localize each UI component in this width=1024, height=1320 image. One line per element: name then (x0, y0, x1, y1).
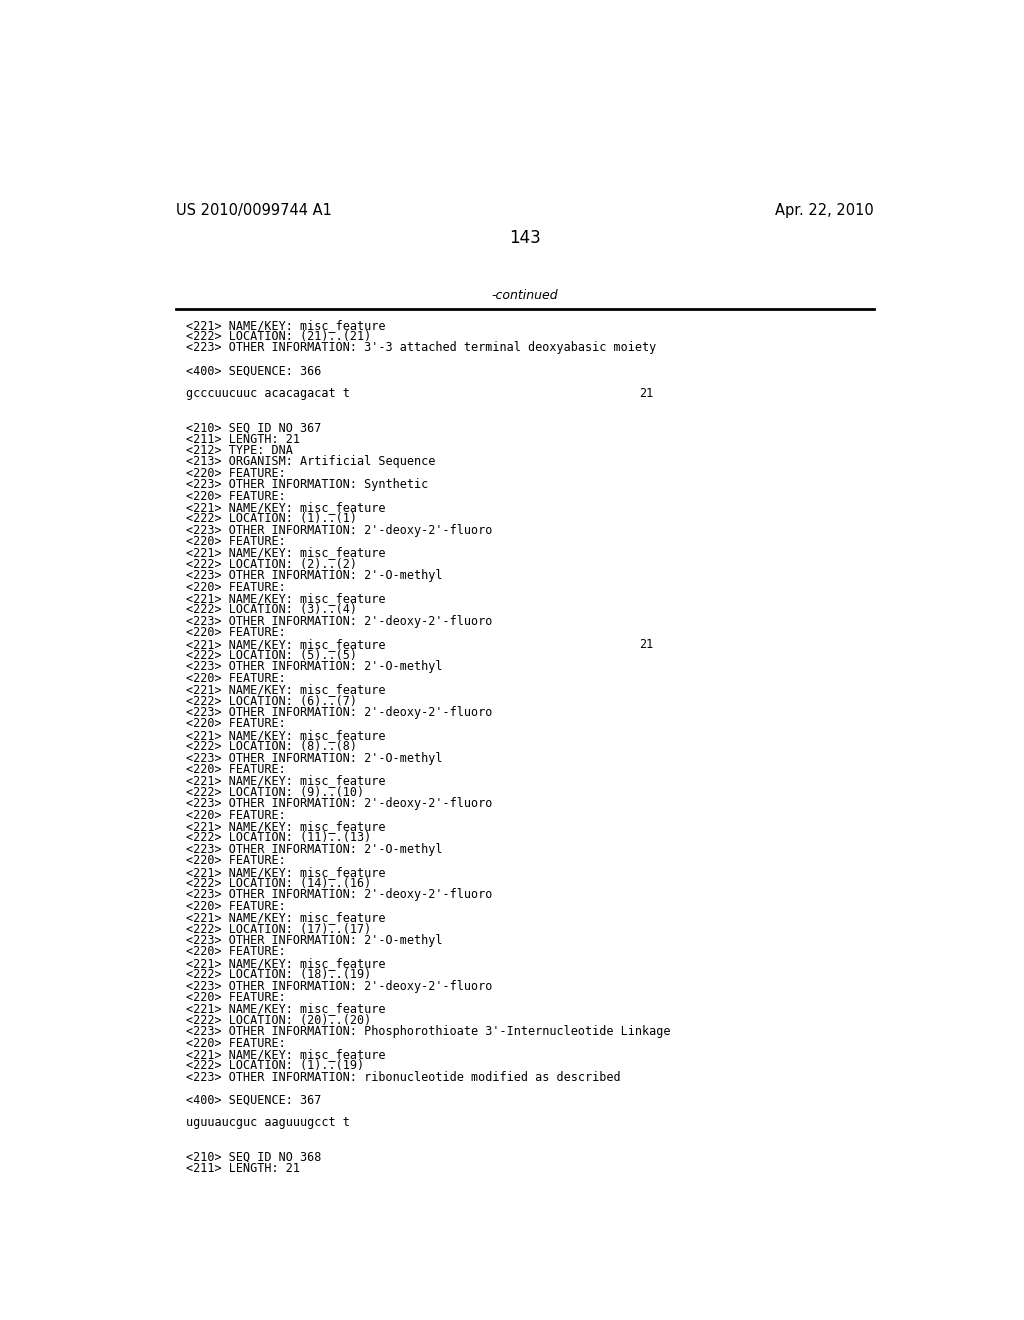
Text: <222> LOCATION: (5)..(5): <222> LOCATION: (5)..(5) (186, 649, 357, 663)
Text: <221> NAME/KEY: misc_feature: <221> NAME/KEY: misc_feature (186, 957, 386, 970)
Text: <220> FEATURE:: <220> FEATURE: (186, 672, 286, 685)
Text: <222> LOCATION: (1)..(19): <222> LOCATION: (1)..(19) (186, 1059, 365, 1072)
Text: <222> LOCATION: (1)..(1): <222> LOCATION: (1)..(1) (186, 512, 357, 525)
Text: <221> NAME/KEY: misc_feature: <221> NAME/KEY: misc_feature (186, 775, 386, 788)
Text: <400> SEQUENCE: 366: <400> SEQUENCE: 366 (186, 364, 322, 378)
Text: <210> SEQ ID NO 367: <210> SEQ ID NO 367 (186, 421, 322, 434)
Text: <222> LOCATION: (6)..(7): <222> LOCATION: (6)..(7) (186, 694, 357, 708)
Text: <211> LENGTH: 21: <211> LENGTH: 21 (186, 433, 300, 446)
Text: <220> FEATURE:: <220> FEATURE: (186, 718, 286, 730)
Text: <223> OTHER INFORMATION: 3'-3 attached terminal deoxyabasic moiety: <223> OTHER INFORMATION: 3'-3 attached t… (186, 342, 656, 354)
Text: <222> LOCATION: (11)..(13): <222> LOCATION: (11)..(13) (186, 832, 372, 845)
Text: <222> LOCATION: (8)..(8): <222> LOCATION: (8)..(8) (186, 741, 357, 754)
Text: <221> NAME/KEY: misc_feature: <221> NAME/KEY: misc_feature (186, 866, 386, 879)
Text: <223> OTHER INFORMATION: 2'-O-methyl: <223> OTHER INFORMATION: 2'-O-methyl (186, 751, 442, 764)
Text: <223> OTHER INFORMATION: 2'-O-methyl: <223> OTHER INFORMATION: 2'-O-methyl (186, 660, 442, 673)
Text: <222> LOCATION: (17)..(17): <222> LOCATION: (17)..(17) (186, 923, 372, 936)
Text: <221> NAME/KEY: misc_feature: <221> NAME/KEY: misc_feature (186, 500, 386, 513)
Text: <221> NAME/KEY: misc_feature: <221> NAME/KEY: misc_feature (186, 684, 386, 696)
Text: <212> TYPE: DNA: <212> TYPE: DNA (186, 444, 293, 457)
Text: <223> OTHER INFORMATION: Synthetic: <223> OTHER INFORMATION: Synthetic (186, 478, 428, 491)
Text: <220> FEATURE:: <220> FEATURE: (186, 945, 286, 958)
Text: <221> NAME/KEY: misc_feature: <221> NAME/KEY: misc_feature (186, 638, 386, 651)
Text: <222> LOCATION: (2)..(2): <222> LOCATION: (2)..(2) (186, 558, 357, 570)
Text: <220> FEATURE:: <220> FEATURE: (186, 581, 286, 594)
Text: <223> OTHER INFORMATION: 2'-deoxy-2'-fluoro: <223> OTHER INFORMATION: 2'-deoxy-2'-flu… (186, 888, 493, 902)
Text: <221> NAME/KEY: misc_feature: <221> NAME/KEY: misc_feature (186, 1048, 386, 1061)
Text: <220> FEATURE:: <220> FEATURE: (186, 467, 286, 479)
Text: <220> FEATURE:: <220> FEATURE: (186, 763, 286, 776)
Text: <222> LOCATION: (20)..(20): <222> LOCATION: (20)..(20) (186, 1014, 372, 1027)
Text: <221> NAME/KEY: misc_feature: <221> NAME/KEY: misc_feature (186, 593, 386, 605)
Text: <220> FEATURE:: <220> FEATURE: (186, 900, 286, 912)
Text: <220> FEATURE:: <220> FEATURE: (186, 854, 286, 867)
Text: <223> OTHER INFORMATION: 2'-deoxy-2'-fluoro: <223> OTHER INFORMATION: 2'-deoxy-2'-flu… (186, 979, 493, 993)
Text: <210> SEQ ID NO 368: <210> SEQ ID NO 368 (186, 1151, 322, 1163)
Text: <220> FEATURE:: <220> FEATURE: (186, 535, 286, 548)
Text: <223> OTHER INFORMATION: 2'-O-methyl: <223> OTHER INFORMATION: 2'-O-methyl (186, 842, 442, 855)
Text: <213> ORGANISM: Artificial Sequence: <213> ORGANISM: Artificial Sequence (186, 455, 435, 469)
Text: <223> OTHER INFORMATION: 2'-deoxy-2'-fluoro: <223> OTHER INFORMATION: 2'-deoxy-2'-flu… (186, 797, 493, 810)
Text: <222> LOCATION: (14)..(16): <222> LOCATION: (14)..(16) (186, 876, 372, 890)
Text: <223> OTHER INFORMATION: 2'-O-methyl: <223> OTHER INFORMATION: 2'-O-methyl (186, 935, 442, 946)
Text: <221> NAME/KEY: misc_feature: <221> NAME/KEY: misc_feature (186, 911, 386, 924)
Text: <223> OTHER INFORMATION: 2'-deoxy-2'-fluoro: <223> OTHER INFORMATION: 2'-deoxy-2'-flu… (186, 524, 493, 537)
Text: <221> NAME/KEY: misc_feature: <221> NAME/KEY: misc_feature (186, 820, 386, 833)
Text: <222> LOCATION: (18)..(19): <222> LOCATION: (18)..(19) (186, 968, 372, 981)
Text: <221> NAME/KEY: misc_feature: <221> NAME/KEY: misc_feature (186, 1002, 386, 1015)
Text: 21: 21 (640, 387, 653, 400)
Text: <223> OTHER INFORMATION: Phosphorothioate 3'-Internucleotide Linkage: <223> OTHER INFORMATION: Phosphorothioat… (186, 1026, 671, 1038)
Text: US 2010/0099744 A1: US 2010/0099744 A1 (176, 203, 332, 218)
Text: <223> OTHER INFORMATION: ribonucleotide modified as described: <223> OTHER INFORMATION: ribonucleotide … (186, 1071, 621, 1084)
Text: <221> NAME/KEY: misc_feature: <221> NAME/KEY: misc_feature (186, 729, 386, 742)
Text: <211> LENGTH: 21: <211> LENGTH: 21 (186, 1162, 300, 1175)
Text: <221> NAME/KEY: misc_feature: <221> NAME/KEY: misc_feature (186, 318, 386, 331)
Text: <221> NAME/KEY: misc_feature: <221> NAME/KEY: misc_feature (186, 546, 386, 560)
Text: <400> SEQUENCE: 367: <400> SEQUENCE: 367 (186, 1093, 322, 1106)
Text: gcccuucuuc acacagacat t: gcccuucuuc acacagacat t (186, 387, 350, 400)
Text: <222> LOCATION: (21)..(21): <222> LOCATION: (21)..(21) (186, 330, 372, 343)
Text: 21: 21 (640, 638, 653, 651)
Text: -continued: -continued (492, 289, 558, 302)
Text: <223> OTHER INFORMATION: 2'-deoxy-2'-fluoro: <223> OTHER INFORMATION: 2'-deoxy-2'-flu… (186, 615, 493, 628)
Text: <220> FEATURE:: <220> FEATURE: (186, 1036, 286, 1049)
Text: uguuaucguc aaguuugcct t: uguuaucguc aaguuugcct t (186, 1117, 350, 1130)
Text: <220> FEATURE:: <220> FEATURE: (186, 991, 286, 1005)
Text: 143: 143 (509, 230, 541, 247)
Text: <223> OTHER INFORMATION: 2'-O-methyl: <223> OTHER INFORMATION: 2'-O-methyl (186, 569, 442, 582)
Text: <223> OTHER INFORMATION: 2'-deoxy-2'-fluoro: <223> OTHER INFORMATION: 2'-deoxy-2'-flu… (186, 706, 493, 719)
Text: <222> LOCATION: (9)..(10): <222> LOCATION: (9)..(10) (186, 785, 365, 799)
Text: Apr. 22, 2010: Apr. 22, 2010 (775, 203, 873, 218)
Text: <222> LOCATION: (3)..(4): <222> LOCATION: (3)..(4) (186, 603, 357, 616)
Text: <220> FEATURE:: <220> FEATURE: (186, 809, 286, 821)
Text: <220> FEATURE:: <220> FEATURE: (186, 626, 286, 639)
Text: <220> FEATURE:: <220> FEATURE: (186, 490, 286, 503)
